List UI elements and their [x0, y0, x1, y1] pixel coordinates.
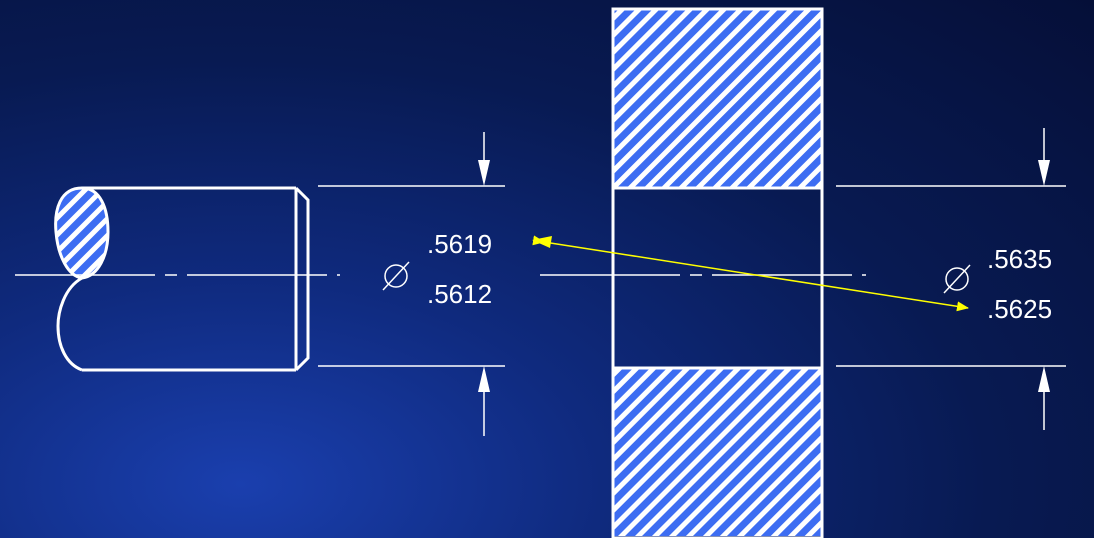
hole-block-lower-hatch — [613, 368, 822, 536]
diameter-icon — [382, 261, 410, 291]
shaft — [15, 186, 340, 372]
diameter-icon — [943, 264, 971, 294]
hole-dim-arrowhead-bottom — [1038, 366, 1050, 392]
shaft-end-lower-curve — [56, 276, 83, 372]
shaft-dim-arrowhead-bottom — [478, 366, 490, 392]
hole-dim-arrowhead-top — [1038, 160, 1050, 186]
hole-block-upper-hatch — [613, 9, 822, 188]
shaft-end-face-hatch — [54, 186, 110, 280]
comparison-arrowhead-left — [532, 236, 552, 248]
shaft-chamfer-end — [294, 186, 310, 372]
hole-dimension: .5635 .5625 — [836, 128, 1066, 430]
shaft-dimension: .5619 .5612 — [318, 132, 505, 436]
hole-diameter-min: .5625 — [987, 294, 1052, 324]
hole-block — [540, 7, 866, 538]
hole-diameter-max: .5635 — [987, 244, 1052, 274]
comparison-arrow — [532, 235, 969, 312]
shaft-dim-arrowhead-top — [478, 160, 490, 186]
shaft-diameter-max: .5619 — [427, 229, 492, 259]
shaft-diameter-min: .5612 — [427, 279, 492, 309]
